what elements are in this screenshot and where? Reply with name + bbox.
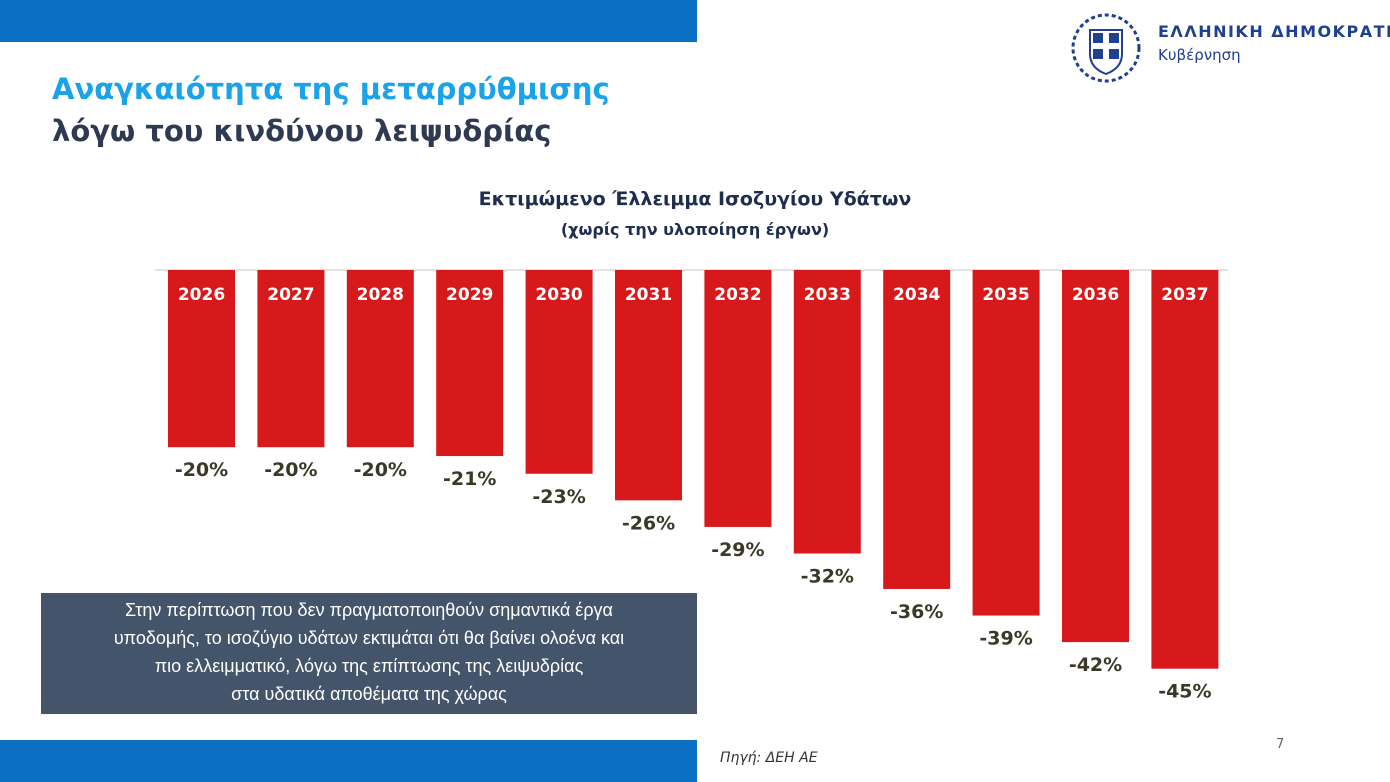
data-label: -45% (1158, 681, 1211, 703)
data-label: -39% (979, 628, 1032, 650)
bar-2037 (1151, 270, 1219, 669)
bar-2026 (168, 270, 235, 448)
bar-2034 (883, 270, 951, 589)
bar-2028 (346, 270, 414, 448)
bar-2031 (615, 270, 682, 501)
data-label: -23% (532, 486, 585, 508)
source-text: Πηγή: ΔΕΗ ΑΕ (720, 750, 818, 766)
category-label: 2036 (1072, 285, 1119, 305)
category-label: 2028 (357, 285, 404, 305)
bottom-accent-bar (0, 740, 697, 782)
category-label: 2031 (625, 285, 672, 305)
note-line: στα υδατικά αποθέματα της χώρας (231, 684, 507, 704)
category-label: 2037 (1161, 285, 1208, 305)
bar-2035 (972, 270, 1040, 616)
data-label: -32% (801, 566, 854, 588)
bar-2032 (704, 270, 772, 527)
bar-2029 (436, 270, 504, 457)
chart-title: Εκτιμώμενο Έλλειμμα Ισοζυγίου Υδάτων (478, 188, 912, 210)
slide-subtitle: λόγω του κινδύνου λειψυδρίας (52, 114, 552, 148)
category-label: 2030 (535, 285, 582, 305)
data-label: -20% (264, 459, 317, 481)
category-label: 2035 (982, 285, 1029, 305)
data-label: -42% (1069, 654, 1122, 676)
data-label: -21% (443, 468, 496, 490)
note-line: υποδομής, το ισοζύγιο υδάτων εκτιμάται ό… (113, 628, 625, 648)
top-accent-bar (0, 0, 697, 42)
data-label: -20% (175, 459, 228, 481)
page-number: 7 (1276, 737, 1285, 752)
bar-2027 (257, 270, 325, 448)
data-label: -26% (622, 512, 675, 534)
government-logo: ΕΛΛΗΝΙΚΗ ΔΗΜΟΚΡΑΤΙΑ Κυβέρνηση (1070, 10, 1390, 85)
data-label: -20% (354, 459, 407, 481)
note-box: Στην περίπτωση που δεν πραγματοποιηθούν … (41, 593, 697, 714)
bar-2030 (525, 270, 593, 474)
bar-2033 (793, 270, 861, 554)
category-label: 2026 (178, 285, 225, 305)
category-label: 2032 (714, 285, 761, 305)
coat-of-arms-icon (1071, 13, 1141, 83)
category-label: 2034 (893, 285, 940, 305)
data-label: -36% (890, 601, 943, 623)
note-line: πιο ελλειμματικό, λόγω της επίπτωσης της… (154, 656, 584, 676)
chart-subtitle: (χωρίς την υλοποίηση έργων) (560, 220, 830, 239)
bar-2036 (1062, 270, 1129, 643)
data-label: -29% (711, 539, 764, 561)
category-label: 2033 (804, 285, 851, 305)
note-line: Στην περίπτωση που δεν πραγματοποιηθούν … (125, 600, 613, 620)
category-label: 2029 (446, 285, 493, 305)
category-label: 2027 (267, 285, 314, 305)
slide-title: Αναγκαιότητα της μεταρρύθμισης (52, 72, 610, 106)
